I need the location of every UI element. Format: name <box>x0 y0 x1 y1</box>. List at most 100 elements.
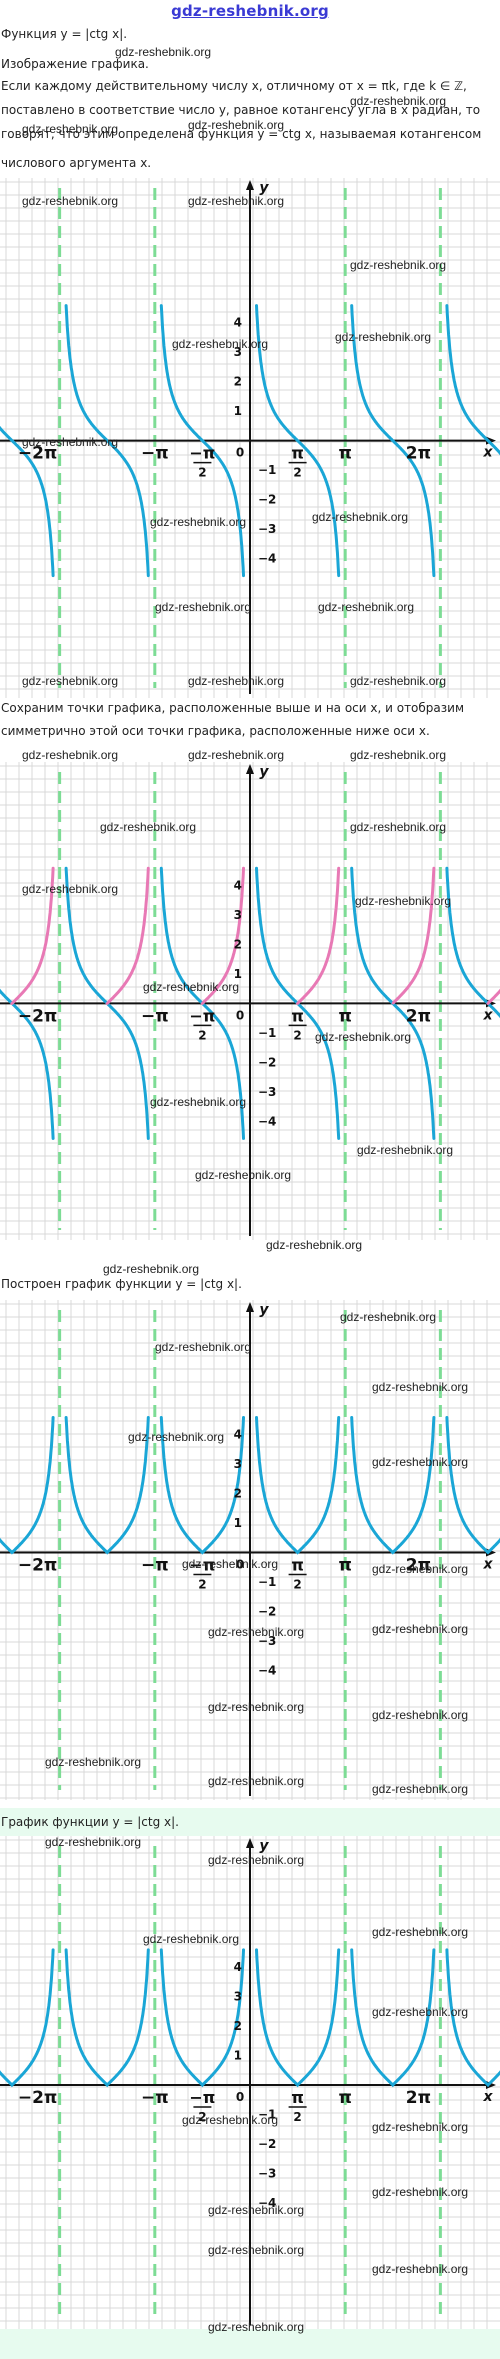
y-tick-label: −2 <box>258 2137 276 2151</box>
y-tick-label: −4 <box>258 1664 276 1678</box>
watermark: gdz-reshebnik.org <box>372 1455 469 1469</box>
watermark: gdz-reshebnik.org <box>188 118 285 132</box>
watermark: gdz-reshebnik.org <box>357 1143 454 1157</box>
abs-ctg-curve <box>255 1416 341 1555</box>
watermark: gdz-reshebnik.org <box>208 1853 305 1867</box>
x-tick-label: −π <box>189 444 215 463</box>
y-tick-label: 3 <box>234 1989 242 2003</box>
y-tick-label: 2 <box>234 2019 242 2033</box>
x-tick-label: −π <box>141 444 169 464</box>
graph-ctg: x y 0 −2π −π −π 2 π 2 π 2π 1 2 3 4 −1 −2 −3 −4 <box>0 178 500 698</box>
y-tick-label: −1 <box>258 1575 276 1589</box>
y-tick-label: −1 <box>258 1026 276 1040</box>
watermark: gdz-reshebnik.org <box>208 2203 305 2217</box>
watermark: gdz-reshebnik.org <box>188 748 285 762</box>
x-tick-label: 2 <box>293 466 301 480</box>
reflected-curve <box>10 866 55 1005</box>
origin-label: 0 <box>236 446 244 460</box>
watermark: gdz-reshebnik.org <box>350 748 447 762</box>
ctg-curve <box>64 304 150 578</box>
watermark: gdz-reshebnik.org <box>340 1310 437 1324</box>
x-tick-label: −π <box>141 1556 169 1576</box>
watermark: gdz-reshebnik.org <box>22 194 119 208</box>
y-tick-label: 1 <box>234 967 242 981</box>
watermark: gdz-reshebnik.org <box>208 1774 305 1788</box>
x-tick-label: 2π <box>406 444 431 464</box>
final-line: График функции y = |ctg x|. <box>1 1815 179 1829</box>
watermark: gdz-reshebnik.org <box>22 435 119 449</box>
ctg-curve <box>0 425 55 578</box>
y-axis-label: y <box>259 1838 269 1854</box>
site-logo[interactable]: gdz-reshebnik.org <box>171 2 329 20</box>
watermark: gdz-reshebnik.org <box>172 337 269 351</box>
abs-ctg-curve <box>445 1948 500 2088</box>
origin-label: 0 <box>236 2090 244 2104</box>
x-tick-label: π <box>338 1556 351 1576</box>
y-axis-label: y <box>259 180 269 196</box>
x-tick-label: −π <box>189 1556 215 1575</box>
watermark: gdz-reshebnik.org <box>208 2243 305 2257</box>
graph-final: x y 0 −2π −π −π 2 π 2 π 2π 1 2 3 4 −1 −2 −3 −4 <box>0 1836 500 2329</box>
intro-line-6: числового аргумента x. <box>1 156 152 170</box>
x-tick-label: 2π <box>406 2088 431 2108</box>
y-axis-arrow <box>246 180 254 190</box>
watermark: gdz-reshebnik.org <box>45 1835 142 1849</box>
watermark: gdz-reshebnik.org <box>372 2005 469 2019</box>
y-tick-label: 3 <box>234 908 242 922</box>
x-tick-label: π <box>338 2088 351 2108</box>
watermark: gdz-reshebnik.org <box>208 1700 305 1714</box>
watermark: gdz-reshebnik.org <box>372 2185 469 2199</box>
y-axis-arrow <box>246 764 254 774</box>
x-tick-label: 2 <box>198 1028 206 1042</box>
watermark: gdz-reshebnik.org <box>372 1925 469 1939</box>
watermark: gdz-reshebnik.org <box>266 1238 363 1252</box>
y-axis-label: y <box>259 1302 269 1318</box>
watermark: gdz-reshebnik.org <box>143 1932 240 1946</box>
y-tick-label: −1 <box>258 463 276 477</box>
x-tick-label: 2 <box>198 1578 206 1592</box>
grid <box>0 1836 500 2329</box>
y-axis-arrow <box>246 1302 254 1312</box>
ctg-curve <box>255 304 341 578</box>
watermark: gdz-reshebnik.org <box>208 2320 305 2334</box>
watermark: gdz-reshebnik.org <box>208 1625 305 1639</box>
watermark: gdz-reshebnik.org <box>155 600 252 614</box>
x-tick-label: 2π <box>406 1556 431 1576</box>
y-tick-label: −3 <box>258 2166 276 2180</box>
watermark: gdz-reshebnik.org <box>143 980 240 994</box>
reflected-curve <box>486 988 500 1005</box>
graph-abs: x y 0 −2π −π −π 2 π 2 π 2π 1 2 3 4 −1 −2 −3 −4 <box>0 1300 500 1800</box>
ctg-curve <box>159 304 245 578</box>
watermark: gdz-reshebnik.org <box>312 510 409 524</box>
abs-ctg-curve <box>255 1948 341 2088</box>
x-tick-label: π <box>338 1006 351 1026</box>
x-tick-label: π <box>291 1556 304 1575</box>
y-tick-label: −3 <box>258 1634 276 1648</box>
watermark: gdz-reshebnik.org <box>188 674 285 688</box>
x-tick-label: −2π <box>18 1006 58 1026</box>
x-tick-label: π <box>291 444 304 463</box>
watermark: gdz-reshebnik.org <box>150 515 247 529</box>
watermark: gdz-reshebnik.org <box>182 1557 279 1571</box>
y-tick-label: 4 <box>234 316 242 330</box>
ctg-curve <box>350 304 436 578</box>
watermark: gdz-reshebnik.org <box>372 1562 469 1576</box>
ctg-curve <box>445 304 500 456</box>
y-tick-label: 4 <box>234 1428 242 1442</box>
origin-label: 0 <box>236 1558 244 1572</box>
y-tick-label: 2 <box>234 937 242 951</box>
watermark: gdz-reshebnik.org <box>22 674 119 688</box>
abs-ctg-curve <box>350 1948 436 2088</box>
watermark: gdz-reshebnik.org <box>195 1168 292 1182</box>
intro-line-4: поставлено в соответствие число y, равно… <box>1 103 481 117</box>
abs-ctg-curve <box>350 1416 436 1555</box>
reflected-curve <box>105 866 150 1005</box>
x-tick-label: π <box>291 1006 304 1025</box>
final-band <box>0 1808 500 1836</box>
x-tick-label: 2 <box>293 1578 301 1592</box>
abs-ctg-curve <box>64 1948 150 2088</box>
step2-line-1: Сохраним точки графика, расположенные вы… <box>1 701 465 715</box>
x-tick-label: π <box>338 444 351 464</box>
x-tick-label: 2 <box>293 1028 301 1042</box>
y-tick-label: 3 <box>234 345 242 359</box>
